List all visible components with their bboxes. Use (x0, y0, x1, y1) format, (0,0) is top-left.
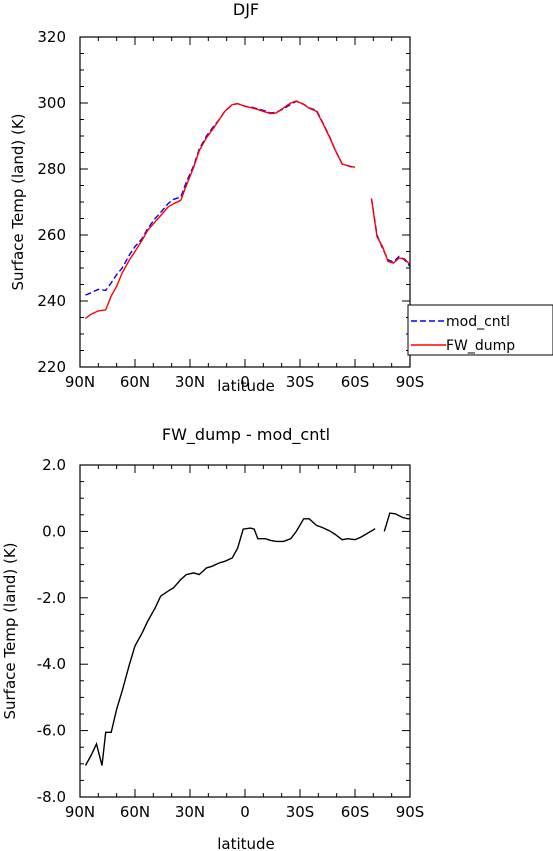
top-y-axis-label: Surface Temp (land) (K) (9, 113, 27, 290)
bottom-chart-ticks: 90N 60N 30N 0 30S 60S 90S -8.0 -6.0 -4.0 -2.0 0.0 2.… (37, 456, 425, 821)
bottom-chart-title: FW_dump - mod_cntl (162, 425, 330, 445)
top-x-tick-label: 30S (286, 373, 315, 391)
legend-box (407, 304, 553, 356)
legend: mod_cntl FW_dump (407, 304, 553, 356)
top-x-tick-label: 60S (341, 373, 370, 391)
top-x-tick-label: 60N (120, 373, 150, 391)
bottom-y-tick-label: -4.0 (37, 655, 66, 673)
bottom-x-tick-label: 90N (65, 803, 95, 821)
top-x-tick-label: 90S (396, 373, 425, 391)
legend-label-fw-dump: FW_dump (446, 338, 515, 354)
legend-label-mod-cntl: mod_cntl (446, 314, 510, 330)
top-y-tick-label: 280 (37, 160, 66, 178)
bottom-y-tick-label: -8.0 (37, 788, 66, 806)
top-chart-ticks: 90N 60N 30N 0 30S 60S 90S 220 240 260 280 300 320 (37, 28, 424, 391)
bottom-chart-series (84, 512, 410, 766)
bottom-y-tick-label: 0.0 (42, 522, 66, 540)
bottom-x-tick-label: 90S (396, 803, 425, 821)
bottom-plot-frame (79, 464, 411, 798)
top-plot-frame (79, 36, 411, 368)
top-x-tick-label: 0 (240, 373, 250, 391)
bottom-y-tick-label: -6.0 (37, 722, 66, 740)
bottom-series-difference-segment-1 (84, 518, 376, 766)
top-y-tick-label: 220 (37, 358, 66, 376)
bottom-series-difference-segment-2 (383, 512, 410, 532)
bottom-x-tick-label: 60N (120, 803, 150, 821)
bottom-chart-panel: FW_dump - mod_cntl 90N 60N 30N 0 30S 60S 90S -8… (1, 425, 425, 851)
top-y-tick-label: 240 (37, 292, 66, 310)
bottom-x-tick-label: 0 (240, 803, 250, 821)
bottom-y-tick-label: -2.0 (37, 589, 66, 607)
bottom-x-tick-label: 30N (175, 803, 205, 821)
top-y-tick-label: 260 (37, 226, 66, 244)
bottom-x-tick-label: 60S (341, 803, 370, 821)
top-x-tick-label: 30N (175, 373, 205, 391)
top-chart-panel: DJF 90N 60N 30N 0 30S 60S 90S 220 240 260 280 300 32… (9, 0, 553, 395)
top-y-tick-label: 320 (37, 28, 66, 46)
top-chart-title: DJF (233, 0, 259, 19)
top-series-fw-dump-segment-1 (85, 100, 356, 320)
top-x-axis-label: latitude (217, 377, 275, 395)
bottom-y-axis-label: Surface Temp (land) (K) (1, 542, 19, 719)
top-series-fw-dump-segment-2 (370, 198, 410, 268)
bottom-x-tick-label: 30S (286, 803, 315, 821)
top-y-tick-label: 300 (37, 94, 66, 112)
top-x-tick-label: 90N (65, 373, 95, 391)
top-chart-series (85, 100, 410, 320)
bottom-x-axis-label: latitude (217, 835, 275, 851)
bottom-y-tick-label: 2.0 (42, 456, 66, 474)
